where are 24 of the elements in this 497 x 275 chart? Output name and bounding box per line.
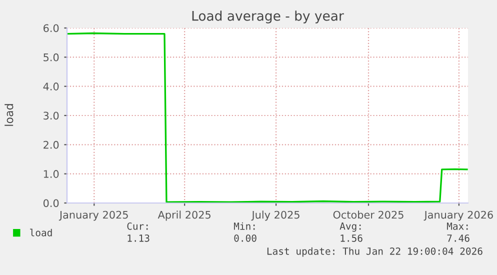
text: Max:: [446, 222, 468, 230]
y-tick-label: 4.0: [43, 82, 59, 90]
y-tick-label: 5.0: [44, 53, 59, 62]
x-tick-label: October 2025: [333, 210, 404, 219]
y-tick-label: 1.0: [44, 170, 59, 178]
x-tick-label: April 2025: [158, 210, 210, 221]
y-axis-title: load: [4, 104, 14, 126]
y-tick-label: 6.0: [44, 24, 59, 32]
text: Avg:: [340, 222, 361, 232]
x-tick-label: July 2025: [251, 210, 300, 221]
legend-label: load: [30, 228, 52, 236]
text: Cur:: [127, 222, 148, 230]
y-tick-label: 3.0: [44, 112, 59, 120]
y-tick-label: 0.0: [43, 199, 59, 208]
x-tick-label: January 2026: [424, 210, 493, 221]
x-tick-label: January 2025: [58, 210, 128, 221]
text: Min:: [234, 222, 255, 230]
text: Last update: Thu Jan 22 19:00:04 2026: [267, 247, 482, 257]
text: 0.00: [234, 234, 256, 242]
text: 1.56: [340, 234, 362, 242]
text: 1.13: [128, 234, 150, 242]
text: 7.46: [447, 234, 470, 242]
chart-title: Load average - by year: [192, 10, 344, 24]
y-tick-label: 2.0: [44, 140, 59, 149]
